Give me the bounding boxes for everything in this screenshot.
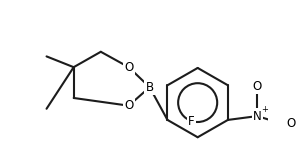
Text: O: O (286, 117, 295, 130)
Text: N: N (253, 110, 262, 123)
Text: −: − (297, 116, 298, 126)
Text: O: O (124, 61, 133, 74)
Text: B: B (145, 81, 154, 94)
Text: +: + (262, 105, 268, 114)
Text: O: O (124, 99, 133, 112)
Text: O: O (253, 80, 262, 93)
Text: F: F (188, 115, 195, 128)
